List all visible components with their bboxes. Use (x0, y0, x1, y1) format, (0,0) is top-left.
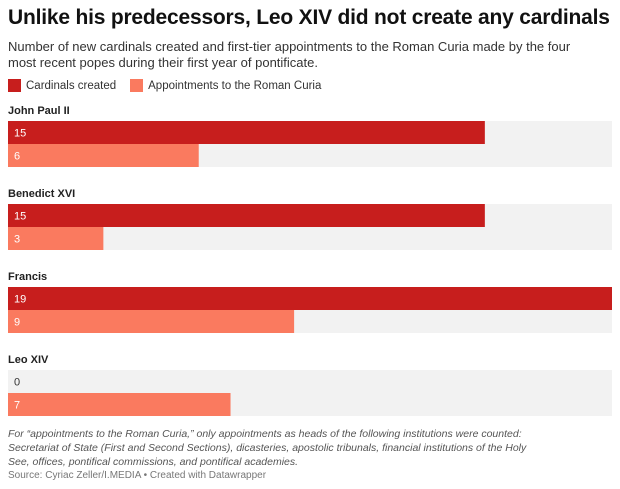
value-label: 6 (14, 150, 20, 162)
legend-label: Appointments to the Roman Curia (148, 79, 322, 92)
legend: Cardinals created Appointments to the Rom… (8, 79, 321, 92)
chart-title: Unlike his predecessors, Leo XIV did not… (8, 6, 610, 29)
bar-background (8, 227, 612, 250)
bar (8, 144, 199, 167)
bar (8, 204, 485, 227)
value-label: 0 (14, 376, 20, 388)
bar (8, 227, 104, 250)
source: Source: Cyriac Zeller/I.MEDIA • Created … (8, 470, 267, 481)
value-label: 15 (14, 127, 26, 139)
category-label: Benedict XVI (8, 188, 75, 200)
legend-item: Appointments to the Roman Curia (130, 79, 321, 92)
value-label: 9 (14, 316, 20, 328)
legend-item: Cardinals created (8, 79, 116, 92)
bar (8, 310, 295, 333)
chart-subtitle: Number of new cardinals created and firs… (8, 39, 571, 70)
value-label: 3 (14, 233, 20, 245)
legend-label: Cardinals created (26, 79, 117, 92)
category-label: John Paul II (8, 105, 70, 117)
footnote: For “appointments to the Roman Curia,” o… (8, 428, 527, 468)
bar (8, 393, 231, 416)
plot: John Paul II 15 6 Benedict XVI 15 3 Francis 19 9… (8, 105, 612, 416)
legend-swatch (130, 79, 144, 92)
value-label: 7 (14, 399, 20, 411)
value-label: 19 (14, 293, 26, 305)
legend-swatch (8, 79, 21, 92)
category-label: Leo XIV (8, 354, 49, 366)
value-label: 15 (14, 210, 26, 222)
bar (8, 287, 612, 310)
category-label: Francis (8, 271, 47, 283)
bar (8, 121, 485, 144)
bar-background (8, 370, 612, 393)
